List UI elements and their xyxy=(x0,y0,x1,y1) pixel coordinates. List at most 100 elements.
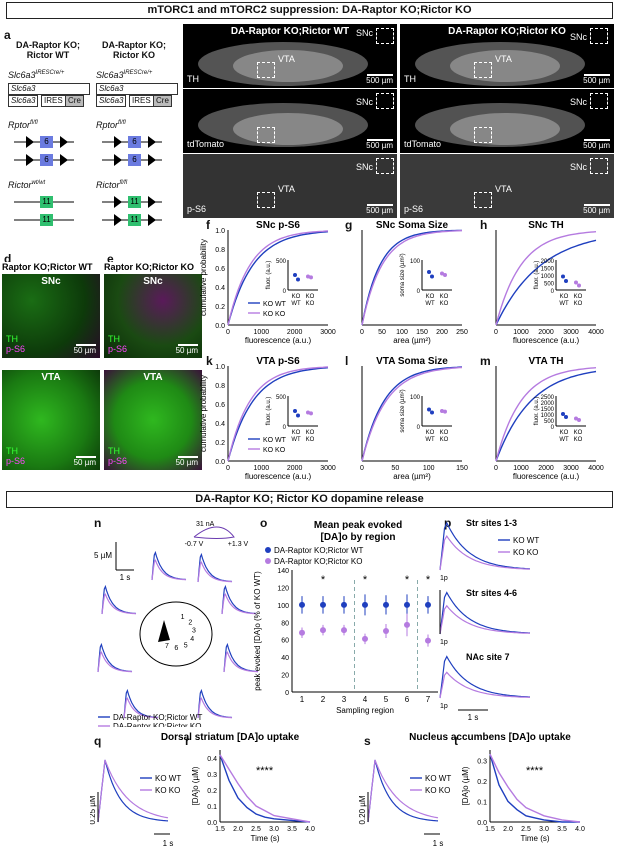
scale-bar-label-2: 500 µm xyxy=(366,141,393,150)
y-tick-label: 0.6 xyxy=(215,266,225,273)
trace-ko xyxy=(151,559,187,581)
inset-y-label: soma size (µm²) xyxy=(400,389,406,432)
fluorescence-j-region: VTA xyxy=(143,372,163,383)
x-tick-label: 2 xyxy=(321,695,326,704)
inset-x-label: WT xyxy=(425,301,435,307)
inset-y-tick: 1500 xyxy=(541,267,555,273)
rictor-label-wt: Rictorwt/wt xyxy=(8,180,46,190)
y-tick-label: 0.0 xyxy=(215,323,225,330)
micrograph-b-snc-label: SNc xyxy=(356,28,374,38)
cdf-title-g: SNc Soma Size xyxy=(376,220,449,231)
cv-right-label: +1.3 V xyxy=(228,541,249,548)
inset-x-label: WT xyxy=(291,301,301,307)
panel-letter-h: h xyxy=(480,218,488,232)
y-axis-label: [DA]o (µM) xyxy=(191,766,200,805)
inset-y-tick: 500 xyxy=(276,259,287,265)
uptake-panels: Dorsal striatum [DA]o uptake Nucleus accu… xyxy=(90,732,585,848)
x-tick-label: 3.0 xyxy=(269,826,279,833)
inset-y-tick: 1000 xyxy=(541,413,555,419)
fluorescence-i-region: VTA xyxy=(41,372,61,383)
trace-wt xyxy=(197,552,233,583)
uptake-decay-r: 0.0 0.1 0.2 0.3 0.4 [DA]o (µM) 1.5 2.0 2.5 3.0 3.5… xyxy=(191,750,315,843)
x-tick-label: 3000 xyxy=(563,465,579,472)
fluorescence-d-title: Raptor KO;Rictor WT xyxy=(2,262,93,272)
site-label: 1 xyxy=(181,614,185,621)
scale-label-x: 1 s xyxy=(433,839,444,848)
inset-x-label: KO xyxy=(440,430,449,436)
rictor-alleles xyxy=(14,196,162,226)
y-tick-label: 0.8 xyxy=(215,383,225,390)
inset-point xyxy=(574,280,578,285)
y-tick-label: 0.0 xyxy=(215,459,225,466)
rptor-label-left: Rptorfl/fl xyxy=(8,120,38,130)
rptor-label-right: Rptorfl/fl xyxy=(96,120,126,130)
y-tick-label: 80 xyxy=(281,620,289,627)
y-axis-label: peak evoked [DA]o (% of KO WT) xyxy=(253,571,262,691)
inset-x-label: KO xyxy=(574,294,583,300)
trace-wt xyxy=(367,759,439,823)
scale-bar-label-6: 500 µm xyxy=(583,206,610,215)
release-trace xyxy=(223,642,259,673)
micrograph-b-snc-label-3: SNc xyxy=(356,162,374,172)
ventricle xyxy=(158,620,170,642)
uptake-raw-s: 0.20 µM 1 s KO WT KO KO xyxy=(358,759,451,848)
cdf-title-h: SNc TH xyxy=(528,220,564,231)
inset-y-tick: 1500 xyxy=(541,407,555,413)
rictor-label-ko: Rictorfl/fl xyxy=(96,180,128,190)
inset-point xyxy=(574,416,578,421)
legend-label-wt: KO WT xyxy=(513,536,539,545)
micrograph-c-snc-label: SNc xyxy=(570,32,588,42)
y-tick-label: 20 xyxy=(281,673,289,680)
legend-label-wt: KO WT xyxy=(425,774,451,783)
release-trace xyxy=(221,584,257,615)
cdf-curve-ko-wt xyxy=(361,229,462,326)
inset-x-label: KO xyxy=(426,430,435,436)
y-tick-label: 120 xyxy=(277,585,289,592)
panel-o-chart: Mean peak evoked[DA]o by region DA-Raptor… xyxy=(253,520,438,715)
cdf-curve-ko-ko xyxy=(361,366,463,462)
x-tick-label: 2000 xyxy=(287,329,303,336)
inset-x-label: KO xyxy=(306,301,315,307)
micrograph-c-snc-label-2: SNc xyxy=(570,97,588,107)
x-tick-label: 0 xyxy=(494,465,498,472)
scale-bar-label-5: 500 µm xyxy=(583,141,610,150)
trace-wt xyxy=(439,591,531,635)
fluorescence-e-title: Raptor KO;Rictor KO xyxy=(104,262,194,272)
significance-marker: * xyxy=(426,574,431,586)
y-tick-label: 0.3 xyxy=(477,758,487,765)
inset-point xyxy=(564,279,568,283)
micrograph-c-ps6-label: p-S6 xyxy=(404,204,424,214)
scale-bar-label-3: 500 µm xyxy=(366,206,393,215)
pulse-label: 1p xyxy=(440,575,448,582)
y-axis-label: cumulative probability xyxy=(200,239,208,316)
x-tick-label: 1000 xyxy=(513,329,529,336)
inset-x-label: KO xyxy=(574,301,583,307)
panel-letter-s: s xyxy=(364,734,371,748)
cdf-title-f: SNc p-S6 xyxy=(256,220,300,231)
legend-label-ko: KO KO xyxy=(263,311,286,318)
inset-point xyxy=(296,413,300,418)
inset-point xyxy=(577,283,581,288)
cdf-curve-ko-ko xyxy=(495,231,597,326)
cdf-curve-ko-wt xyxy=(495,239,597,326)
x-tick-label: 3.5 xyxy=(557,826,567,833)
scale-bar-label-d: 50 µm xyxy=(73,346,96,355)
y-tick-label: 1.0 xyxy=(215,228,225,235)
y-tick-label: 0.1 xyxy=(207,804,217,811)
x-tick-label: 200 xyxy=(436,329,448,336)
release-trace xyxy=(197,688,233,719)
chart-title-2: [DA]o by region xyxy=(321,532,396,543)
data-point xyxy=(341,627,347,634)
inset-point xyxy=(440,409,444,413)
scale-bar-label-j: 50 µm xyxy=(175,458,198,467)
trace-wt xyxy=(101,584,137,615)
data-point xyxy=(299,601,305,608)
panel-letter-q: q xyxy=(94,734,102,748)
y-axis-label: cumulative probability xyxy=(200,375,208,452)
data-point xyxy=(362,635,368,642)
site-label: 5 xyxy=(184,642,188,649)
inset-point xyxy=(443,273,447,277)
micrograph-c-th: DA-Raptor KO;Rictor KO TH SNc VTA 500 µm xyxy=(400,24,614,88)
rptor-exon-b: 6 xyxy=(40,154,53,166)
